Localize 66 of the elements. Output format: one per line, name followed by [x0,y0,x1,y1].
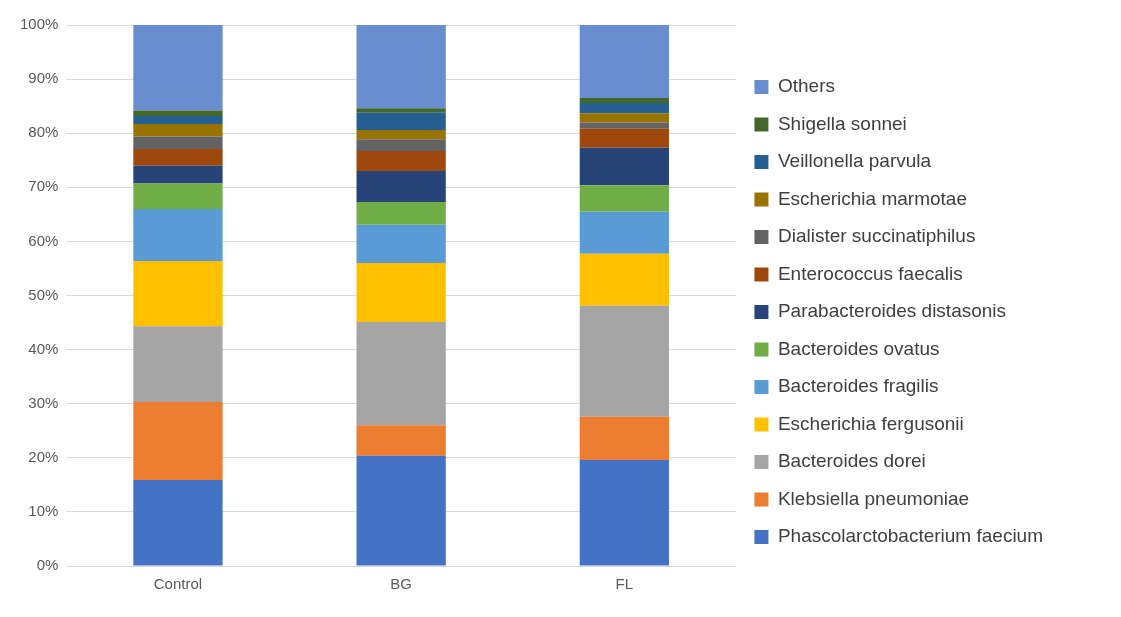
bar [579,305,669,417]
y-tick-label: 30% [28,393,59,411]
legend-label: Escherichia fergusonii [777,412,964,434]
bar [356,455,446,566]
bar [133,260,223,327]
bar [579,185,669,212]
bar [133,402,223,480]
bar [356,263,446,323]
y-tick-label: 40% [28,339,59,357]
bar [356,108,446,113]
y-tick-label: 0% [36,556,59,574]
bar [579,253,669,306]
bar [133,326,223,403]
legend-label: Veillonella parvula [777,150,932,172]
legend-label: Dialister succinatiphilus [777,225,976,247]
bar [579,25,669,99]
x-tick-label: FL [615,575,634,593]
legend-label: Bacteroides ovatus [777,337,940,359]
bar [356,112,446,130]
bar [356,139,446,152]
y-tick-label: 20% [28,447,59,465]
bar [356,129,446,140]
y-tick-label: 50% [28,285,59,303]
bar [356,425,446,456]
legend-label: Enterococcus faecalis [777,262,963,284]
bar [133,479,223,566]
legend-label: Escherichia marmotae [777,187,967,209]
bar [356,322,446,426]
bar [579,459,669,566]
bar [579,147,669,186]
y-tick-label: 80% [28,123,59,141]
legend-label: Phascolarctobacterium faecium [777,525,1044,547]
bar [356,25,446,109]
bar [579,122,669,129]
bar [133,208,223,261]
bar [579,102,669,114]
legend-label: Klebsiella pneumoniae [777,487,970,509]
bar [579,113,669,123]
legend-label: Others [777,75,835,97]
bar [579,128,669,148]
legend-label: Parabacteroides distasonis [777,300,1007,322]
bar [579,211,669,254]
bar [133,115,223,124]
bar [356,201,446,225]
y-tick-label: 60% [28,231,59,249]
bar [133,124,223,137]
bar [133,183,223,209]
legend-label: Shigella sonnei [777,112,907,134]
x-tick-label: Control [153,575,203,593]
bar [356,151,446,172]
bar [133,25,223,111]
legend-label: Bacteroides dorei [777,450,926,472]
y-tick-label: 10% [28,502,59,520]
bar [133,136,223,149]
bar [356,171,446,202]
bar [356,224,446,264]
y-tick-label: 70% [28,177,59,195]
bar [133,148,223,166]
y-tick-label: 90% [28,69,59,87]
bar [579,416,669,460]
x-tick-label: BG [390,575,412,593]
bar [133,165,223,184]
legend-label: Bacteroides fragilis [777,375,939,397]
bar [133,110,223,116]
y-tick-label: 100% [19,15,59,33]
bar [579,98,669,103]
